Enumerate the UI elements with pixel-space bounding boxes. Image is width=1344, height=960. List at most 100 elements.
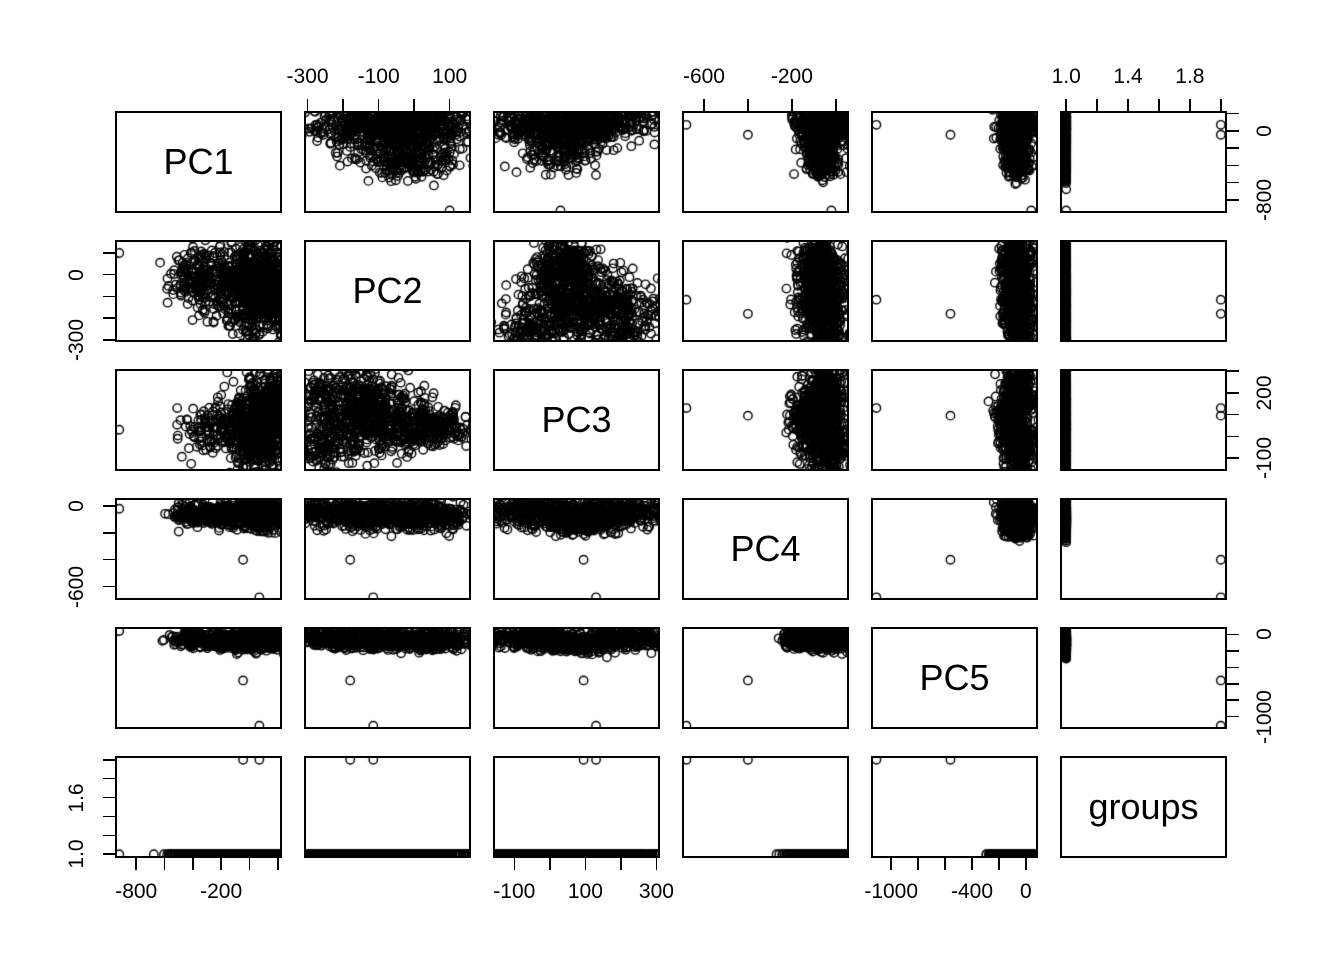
panel-r4c3-scatter (493, 498, 660, 600)
right-axis-label-pc1--800: -800 (1253, 179, 1276, 222)
scatter-canvas-pc1-vs-pc3 (117, 371, 280, 469)
scatter-canvas-pc1-vs-groups (117, 758, 280, 856)
left-axis-label-pc2-0: 0 (65, 268, 88, 281)
left-axis-tick-pc4 (103, 532, 115, 534)
top-axis-tick-pc2 (413, 99, 415, 111)
bottom-axis-label-pc3--100: -100 (493, 880, 536, 903)
panel-r5c6-scatter (1060, 627, 1227, 729)
top-axis-label-pc2--100: -100 (357, 65, 400, 88)
scatter-canvas-pc3-vs-pc1 (495, 113, 658, 211)
bottom-axis-label-pc1--200: -200 (200, 880, 243, 903)
panel-r4c1-scatter (115, 498, 282, 600)
left-axis-label-groups-1.6: 1.6 (65, 782, 88, 813)
diagonal-label-pc1: PC1 (163, 141, 234, 182)
bottom-axis-tick-pc3 (549, 858, 551, 870)
panel-r5c4-scatter (682, 627, 849, 729)
panel-r1c4-scatter (682, 111, 849, 213)
scatter-canvas-pc4-vs-pc5 (684, 629, 847, 727)
scatter-canvas-pc2-vs-pc3 (306, 371, 469, 469)
bottom-axis-tick-pc1 (135, 858, 137, 870)
right-axis-label-pc5--1000: -1000 (1253, 689, 1276, 744)
panel-r2c3-scatter (493, 240, 660, 342)
panel-r2c5-scatter (871, 240, 1038, 342)
right-axis-tick-pc1 (1227, 181, 1239, 184)
panel-r3c1-scatter (115, 369, 282, 471)
bottom-axis-label-pc5-0: 0 (1020, 880, 1032, 903)
panel-r2c1-scatter (115, 240, 282, 342)
left-axis-label-pc2--300: -300 (65, 318, 88, 361)
top-axis-label-groups-1.8: 1.8 (1175, 65, 1205, 88)
panel-r4c5-scatter (871, 498, 1038, 600)
right-axis-tick-pc5 (1227, 650, 1239, 652)
right-axis-tick-pc5 (1227, 666, 1239, 669)
panel-r6c4-scatter (682, 756, 849, 858)
panel-r2c6-scatter (1060, 240, 1227, 342)
diagonal-label-pc3: PC3 (541, 399, 612, 440)
top-axis-tick-pc2 (448, 99, 451, 111)
top-axis-tick-groups (1127, 99, 1129, 111)
left-axis-tick-pc2 (103, 317, 115, 319)
bottom-axis-tick-pc3 (584, 858, 587, 870)
panel-r2c2-diagonal: PC2 (304, 240, 471, 342)
bottom-axis-tick-pc5 (1025, 858, 1027, 870)
left-axis-tick-pc2 (103, 295, 115, 298)
scatter-canvas-pc4-vs-pc2 (684, 242, 847, 340)
scatter-canvas-pc5-vs-pc3 (873, 371, 1036, 469)
panel-r1c1-diagonal: PC1 (115, 111, 282, 213)
right-axis-tick-pc1 (1227, 112, 1239, 115)
top-axis-tick-pc2 (306, 99, 309, 111)
panel-r3c6-scatter (1060, 369, 1227, 471)
top-axis-tick-pc4 (791, 99, 793, 111)
left-axis-tick-groups (103, 796, 115, 799)
panel-r3c5-scatter (871, 369, 1038, 471)
top-axis-tick-groups (1065, 99, 1067, 111)
right-axis-tick-pc1 (1227, 199, 1239, 201)
top-axis-label-pc2--300: -300 (286, 65, 329, 88)
right-axis-tick-pc1 (1227, 130, 1239, 132)
panel-r4c4-diagonal: PC4 (682, 498, 849, 600)
bottom-axis-tick-pc1 (277, 858, 279, 870)
diagonal-label-pc5: PC5 (919, 657, 990, 698)
left-axis-tick-pc2 (103, 252, 115, 254)
left-axis-label-pc4-0: 0 (65, 500, 88, 512)
right-axis-tick-pc3 (1227, 370, 1239, 372)
left-axis-tick-pc2 (103, 273, 115, 276)
scatter-canvas-pc2-vs-pc4 (306, 500, 469, 598)
scatter-canvas-pc3-vs-pc5 (495, 629, 658, 727)
right-axis-tick-pc3 (1227, 457, 1239, 459)
right-axis-tick-pc5 (1227, 633, 1239, 636)
bottom-axis-tick-pc3 (620, 858, 622, 870)
top-axis-tick-groups (1189, 99, 1191, 111)
panel-r3c3-diagonal: PC3 (493, 369, 660, 471)
scatter-canvas-groups-vs-pc2 (1062, 242, 1225, 340)
bottom-axis-tick-pc3 (513, 858, 516, 870)
panel-r1c3-scatter (493, 111, 660, 213)
top-axis-tick-pc2 (342, 99, 344, 111)
panel-r1c2-scatter (304, 111, 471, 213)
top-axis-tick-groups (1096, 99, 1098, 111)
right-axis-tick-pc1 (1227, 164, 1239, 167)
right-axis-tick-pc3 (1227, 435, 1239, 438)
left-axis-tick-pc4 (103, 558, 115, 561)
panel-r6c3-scatter (493, 756, 660, 858)
left-axis-tick-groups (103, 853, 115, 855)
panel-r5c3-scatter (493, 627, 660, 729)
panel-r6c5-scatter (871, 756, 1038, 858)
right-axis-label-pc1-0: 0 (1253, 125, 1276, 137)
scatter-canvas-pc1-vs-pc5 (117, 629, 280, 727)
scatter-canvas-pc2-vs-pc5 (306, 629, 469, 727)
bottom-axis-tick-pc1 (192, 858, 194, 870)
top-axis-tick-pc4 (703, 99, 705, 111)
panel-r6c1-scatter (115, 756, 282, 858)
scatter-canvas-pc1-vs-pc2 (117, 242, 280, 340)
panel-r5c2-scatter (304, 627, 471, 729)
panel-r1c5-scatter (871, 111, 1038, 213)
top-axis-label-groups-1.0: 1.0 (1051, 65, 1081, 88)
scatter-canvas-pc3-vs-pc2 (495, 242, 658, 340)
right-axis-tick-pc5 (1227, 683, 1239, 685)
bottom-axis-tick-pc3 (655, 858, 658, 870)
panel-r4c6-scatter (1060, 498, 1227, 600)
right-axis-tick-pc1 (1227, 147, 1239, 149)
left-axis-tick-groups (103, 777, 115, 780)
scatter-canvas-groups-vs-pc1 (1062, 113, 1225, 211)
